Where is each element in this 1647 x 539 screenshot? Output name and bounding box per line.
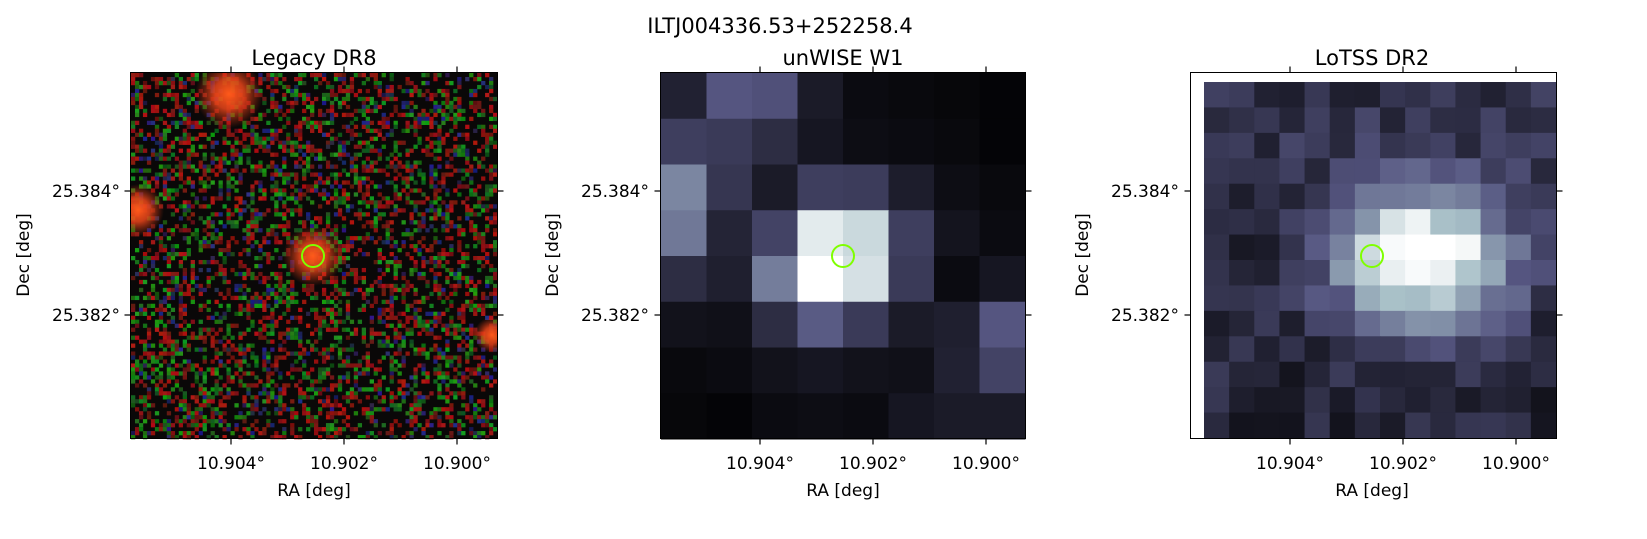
figure-title: ILTJ004336.53+252258.4 — [647, 14, 912, 38]
unwise-image — [661, 73, 1026, 440]
axes-frame — [130, 72, 498, 439]
y-axis-label: Dec [deg] — [543, 213, 563, 297]
x-tick-label: 10.900° — [952, 454, 1020, 474]
y-tick-label: 25.384° — [1111, 182, 1179, 202]
source-glow — [195, 73, 263, 128]
source-glow — [474, 317, 497, 353]
axes-frame — [660, 72, 1026, 439]
panel-title: unWISE W1 — [783, 46, 904, 70]
x-axis-label: RA [deg] — [806, 481, 879, 501]
source-marker — [301, 244, 325, 268]
legacy-image — [131, 73, 498, 440]
y-tick-label: 25.384° — [52, 182, 120, 202]
x-tick-label: 10.902° — [1369, 454, 1437, 474]
y-tick-label: 25.382° — [581, 306, 649, 326]
panel-legacy: Legacy DR8 10.904° 10.902° 10.900° 25.38… — [14, 46, 504, 501]
y-tick-label: 25.384° — [581, 182, 649, 202]
x-axis-label: RA [deg] — [277, 481, 350, 501]
axis-ticks — [1184, 66, 1563, 445]
panel-title: LoTSS DR2 — [1315, 46, 1429, 70]
x-tick-label: 10.902° — [839, 454, 907, 474]
x-tick-label: 10.900° — [423, 454, 491, 474]
axis-ticks — [124, 66, 504, 445]
x-tick-label: 10.900° — [1482, 454, 1550, 474]
x-axis-label: RA [deg] — [1335, 481, 1408, 501]
panel-lotss: LoTSS DR2 10.904° 10.902° 10.900° 25.384… — [1073, 46, 1563, 501]
source-marker — [1360, 244, 1384, 268]
x-tick-label: 10.904° — [1256, 454, 1324, 474]
axes-frame — [1190, 72, 1557, 439]
source-glow — [283, 226, 343, 286]
y-tick-label: 25.382° — [1111, 306, 1179, 326]
x-tick-label: 10.904° — [197, 454, 265, 474]
x-tick-label: 10.902° — [310, 454, 378, 474]
y-axis-label: Dec [deg] — [14, 213, 34, 297]
y-axis-label: Dec [deg] — [1073, 213, 1093, 297]
y-tick-label: 25.382° — [52, 306, 120, 326]
panel-unwise: unWISE W1 10.904° 10.902° 10.900° 25.384… — [543, 46, 1032, 501]
lotss-image — [1191, 73, 1557, 439]
panel-title: Legacy DR8 — [251, 46, 376, 70]
axis-ticks — [654, 66, 1032, 445]
x-tick-label: 10.904° — [726, 454, 794, 474]
source-glow — [131, 184, 164, 236]
source-marker — [831, 244, 855, 268]
